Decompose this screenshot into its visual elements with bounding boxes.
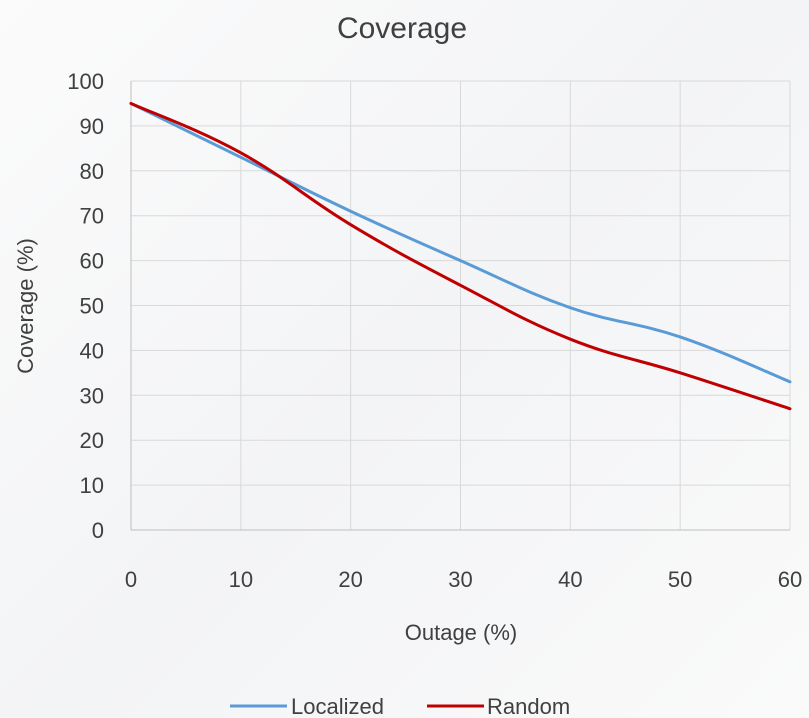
x-tick-label: 30 (448, 567, 472, 592)
y-tick-label: 90 (80, 114, 104, 139)
axes: 0 10 20 30 40 50 60 70 80 90 100 0 10 20 30 40 50 60 (67, 69, 802, 592)
y-tick-label: 10 (80, 473, 104, 498)
legend: Localized Random (230, 694, 570, 718)
x-axis-title: Outage (%) (405, 620, 518, 645)
series-line-random (129, 101, 792, 411)
x-tick-label: 10 (229, 567, 253, 592)
y-tick-label: 30 (80, 383, 104, 408)
y-tick-label: 70 (80, 204, 104, 229)
y-axis-title: Coverage (%) (13, 238, 38, 374)
x-tick-label: 20 (338, 567, 362, 592)
y-tick-label: 60 (80, 249, 104, 274)
y-tick-label: 20 (80, 428, 104, 453)
x-tick-label: 60 (778, 567, 802, 592)
series-line-localized (129, 101, 792, 384)
y-tick-label: 50 (80, 294, 104, 319)
y-tick-label: 80 (80, 159, 104, 184)
series-lines (129, 101, 792, 411)
y-tick-label: 100 (67, 69, 104, 94)
x-tick-label: 0 (125, 567, 137, 592)
y-tick-label: 0 (92, 518, 104, 543)
x-tick-label: 50 (668, 567, 692, 592)
legend-label-localized: Localized (291, 694, 384, 718)
chart-title: Coverage (337, 12, 467, 45)
legend-label-random: Random (487, 694, 570, 718)
y-tick-label: 40 (80, 338, 104, 363)
x-tick-label: 40 (558, 567, 582, 592)
